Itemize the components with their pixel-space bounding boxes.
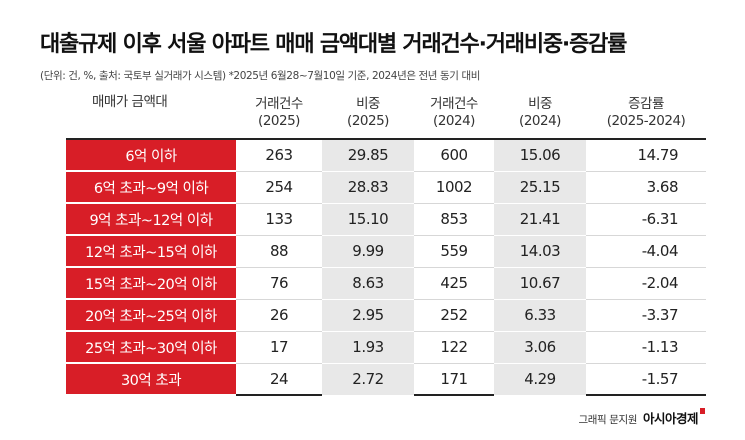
band-label: 15억 초과~20억 이하 [66,267,236,300]
table-row: 25억 초과~30억 이하 17 1.93 122 3.06 -1.13 [66,331,706,364]
share-2024-cell: 10.67 [494,267,586,300]
band-label: 20억 초과~25억 이하 [66,299,236,332]
change-cell: 14.79 [586,139,706,172]
header-count-2025: 거래건수 (2025) [236,88,322,140]
share-2024-cell: 4.29 [494,363,586,396]
change-cell: -1.13 [586,331,706,364]
table-row: 30억 초과 24 2.72 171 4.29 -1.57 [66,363,706,396]
share-2024-cell: 25.15 [494,171,586,204]
band-label: 6억 이하 [66,139,236,172]
header-change-line2: (2025-2024) [606,113,686,129]
data-table: 매매가 금액대 거래건수 (2025) 비중 (2025) 거래건수 (2024… [66,88,706,396]
count-2024-cell: 1002 [414,171,494,204]
graphic-credit: 그래픽 문지원 [578,414,637,426]
table-row: 6억 초과~9억 이하 254 28.83 1002 25.15 3.68 [66,171,706,204]
share-2024-cell: 15.06 [494,139,586,172]
header-row: 매매가 금액대 거래건수 (2025) 비중 (2025) 거래건수 (2024… [66,88,706,140]
count-2025-cell: 88 [236,235,322,268]
band-label: 25억 초과~30억 이하 [66,331,236,364]
brand-logo: 아시아경제 [642,411,699,426]
share-2025-cell: 15.10 [322,203,414,236]
band-label: 9억 초과~12억 이하 [66,203,236,236]
band-label: 12억 초과~15억 이하 [66,235,236,268]
change-cell: -2.04 [586,267,706,300]
count-2024-cell: 559 [414,235,494,268]
change-cell: -6.31 [586,203,706,236]
header-count-2024-line2: (2024) [433,113,475,129]
table-row: 20억 초과~25억 이하 26 2.95 252 6.33 -3.37 [66,299,706,332]
change-cell: -3.37 [586,299,706,332]
header-share-2025-line1: 비중 [356,96,380,112]
header-count-2024: 거래건수 (2024) [414,88,494,140]
header-share-2025: 비중 (2025) [322,88,414,140]
change-cell: -1.57 [586,363,706,396]
table-row: 15억 초과~20억 이하 76 8.63 425 10.67 -2.04 [66,267,706,300]
count-2025-cell: 263 [236,139,322,172]
share-2024-cell: 6.33 [494,299,586,332]
header-share-2025-line2: (2025) [347,113,389,129]
table-row: 9억 초과~12억 이하 133 15.10 853 21.41 -6.31 [66,203,706,236]
share-2024-cell: 14.03 [494,235,586,268]
header-band: 매매가 금액대 [66,88,236,140]
brand-mark-icon [700,408,705,414]
share-2025-cell: 2.95 [322,299,414,332]
header-share-2024-line1: 비중 [528,96,552,112]
count-2024-cell: 171 [414,363,494,396]
count-2025-cell: 133 [236,203,322,236]
header-share-2024-line2: (2024) [519,113,561,129]
credit-line: 그래픽 문지원 아시아경제 [578,408,705,427]
share-2025-cell: 29.85 [322,139,414,172]
count-2025-cell: 24 [236,363,322,396]
count-2024-cell: 600 [414,139,494,172]
table-row: 6억 이하 263 29.85 600 15.06 14.79 [66,139,706,172]
chart-subtitle: (단위: 건, %, 출처: 국토부 실거래가 시스템) *2025년 6월28… [40,70,480,82]
share-2025-cell: 1.93 [322,331,414,364]
share-2025-cell: 2.72 [322,363,414,396]
count-2025-cell: 76 [236,267,322,300]
band-label: 30억 초과 [66,363,236,396]
count-2025-cell: 26 [236,299,322,332]
header-count-2024-line1: 거래건수 [430,96,478,112]
count-2024-cell: 122 [414,331,494,364]
chart-title: 대출규제 이후 서울 아파트 매매 금액대별 거래건수·거래비중·증감률 [40,32,627,57]
band-label: 6억 초과~9억 이하 [66,171,236,204]
header-count-2025-line1: 거래건수 [255,96,303,112]
change-cell: -4.04 [586,235,706,268]
share-2025-cell: 9.99 [322,235,414,268]
change-cell: 3.68 [586,171,706,204]
header-change: 증감률 (2025-2024) [586,88,706,140]
share-2025-cell: 28.83 [322,171,414,204]
header-share-2024: 비중 (2024) [494,88,586,140]
count-2024-cell: 853 [414,203,494,236]
count-2025-cell: 254 [236,171,322,204]
count-2024-cell: 252 [414,299,494,332]
header-change-line1: 증감률 [628,96,664,112]
count-2024-cell: 425 [414,267,494,300]
share-2024-cell: 3.06 [494,331,586,364]
count-2025-cell: 17 [236,331,322,364]
table-row: 12억 초과~15억 이하 88 9.99 559 14.03 -4.04 [66,235,706,268]
share-2024-cell: 21.41 [494,203,586,236]
share-2025-cell: 8.63 [322,267,414,300]
header-count-2025-line2: (2025) [258,113,300,129]
